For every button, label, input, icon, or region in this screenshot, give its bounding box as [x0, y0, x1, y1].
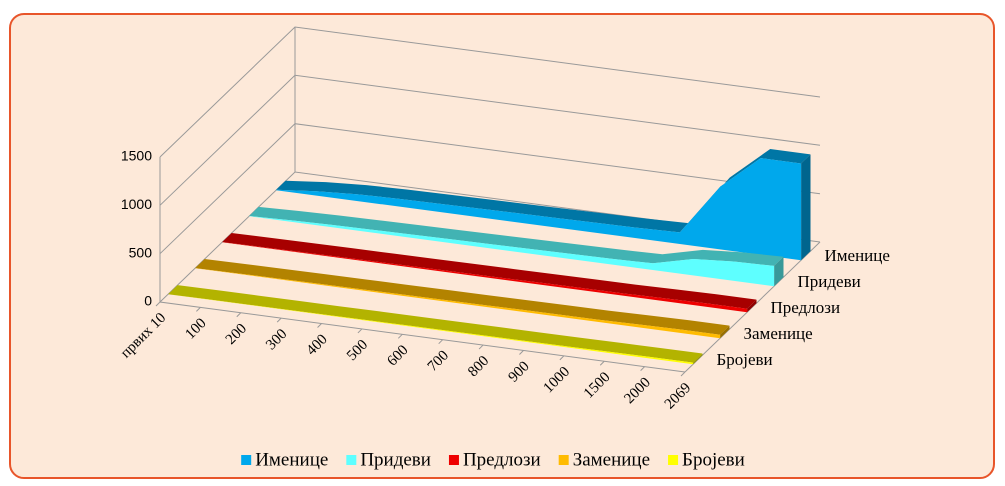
- area: [276, 158, 802, 261]
- y-tick-label: 500: [129, 244, 153, 260]
- x-tick: [357, 328, 363, 334]
- grid-line: [159, 123, 821, 255]
- x-tick: [559, 355, 565, 361]
- grid-line: [159, 74, 821, 206]
- x-tick: [680, 371, 686, 377]
- walls: [155, 26, 821, 377]
- area-top: [222, 233, 757, 309]
- legend-swatch: [448, 455, 459, 465]
- legend-label: Бројеви: [682, 449, 745, 470]
- legend-label: Именице: [255, 449, 328, 470]
- legend-label: Придеви: [360, 449, 431, 470]
- legend-swatch: [346, 455, 357, 465]
- area: [222, 242, 748, 313]
- area: [168, 294, 694, 365]
- x-tick: [519, 350, 524, 355]
- area-top: [168, 285, 703, 363]
- area-side: [720, 325, 730, 339]
- x-tick: [236, 312, 242, 318]
- area-side: [747, 299, 757, 313]
- legend-label: Заменице: [573, 449, 650, 470]
- area-top: [276, 149, 811, 233]
- area: [249, 216, 775, 287]
- area-top: [249, 206, 784, 266]
- series-label: Бројеви: [717, 350, 773, 369]
- legend-swatch: [668, 455, 679, 465]
- x-tick: [276, 317, 282, 323]
- grid-line: [159, 26, 821, 158]
- legend-item: Придеви: [346, 449, 431, 470]
- area: [195, 268, 721, 339]
- wall-edge: [684, 241, 821, 373]
- legend-swatch: [241, 455, 252, 465]
- series-label: Заменице: [744, 324, 813, 343]
- x-tick: [599, 360, 605, 366]
- series-label: Придеви: [798, 272, 861, 291]
- plot: [168, 149, 811, 365]
- legend-label: Предлози: [463, 449, 541, 470]
- legend-item: Бројеви: [668, 449, 745, 470]
- x-tick: [640, 366, 645, 371]
- legend-swatch: [558, 455, 569, 465]
- x-tick: [478, 344, 484, 350]
- x-tick: [155, 301, 161, 307]
- y-tick-label: 1000: [121, 196, 152, 212]
- area-side: [774, 256, 784, 287]
- area-side: [693, 353, 703, 365]
- legend-item: Предлози: [448, 449, 541, 470]
- area-top: [195, 259, 730, 335]
- legend-item: Именице: [241, 449, 328, 470]
- x-tick: [317, 323, 322, 328]
- y-tick-label: 0: [144, 293, 152, 309]
- x-tick: [196, 307, 201, 312]
- series-label: Именице: [825, 246, 890, 265]
- series-label: Предлози: [771, 298, 841, 317]
- x-tick: [438, 339, 444, 345]
- x-tick: [397, 333, 403, 339]
- legend-item: Заменице: [558, 449, 650, 470]
- y-tick-label: 1500: [121, 148, 152, 164]
- area-side: [801, 154, 811, 261]
